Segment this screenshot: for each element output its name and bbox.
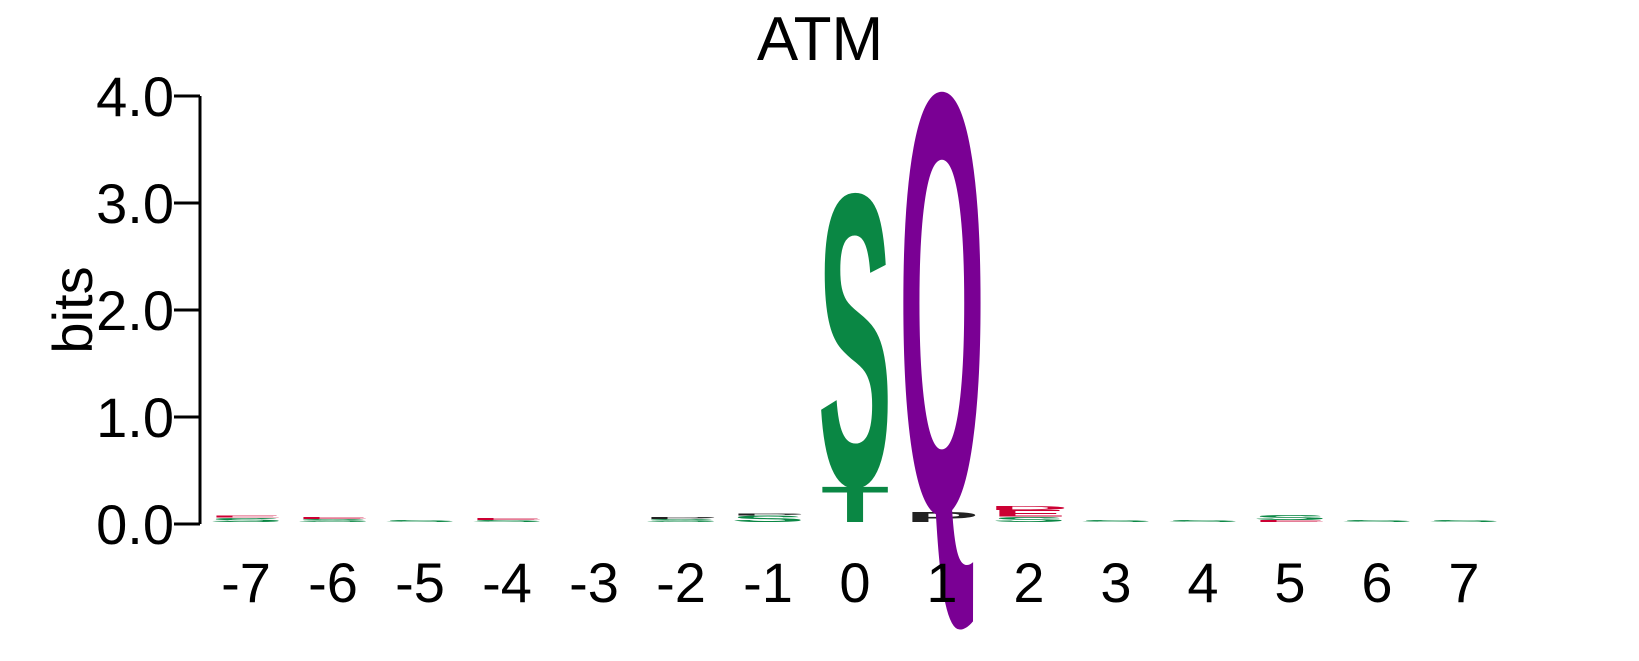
svg-text:S: S [1427, 519, 1501, 522]
svg-text:E: E [1253, 519, 1327, 522]
x-tick-label: 4 [1187, 551, 1218, 614]
x-axis: -7 -6 -5 -4 -3 -2 -1 0 1 2 3 4 5 6 7 [221, 551, 1479, 614]
x-tick-label: 2 [1013, 551, 1044, 614]
logo-letter-S: S [1427, 519, 1501, 522]
svg-text:S: S [644, 518, 718, 523]
logo-letter-S: S [383, 519, 457, 522]
logo-letter-S: S [818, 106, 892, 573]
logo-letter-S: S [209, 517, 283, 524]
x-tick-label: 5 [1274, 551, 1305, 614]
logo-letter-E: E [992, 509, 1066, 519]
x-tick-label: 1 [926, 551, 957, 614]
svg-text:P: P [731, 513, 805, 516]
svg-text:E: E [209, 515, 283, 518]
logo-letter-S: S [1166, 519, 1240, 522]
logo-letter-E: E [296, 516, 370, 519]
svg-text:D: D [989, 505, 1069, 512]
x-tick-label: -1 [743, 551, 793, 614]
svg-text:S: S [296, 518, 370, 523]
logo-letter-S: S [1340, 519, 1414, 522]
x-tick-label: 3 [1100, 551, 1131, 614]
x-tick-label: 7 [1448, 551, 1479, 614]
x-tick-label: 6 [1361, 551, 1392, 614]
svg-text:P: P [644, 516, 718, 519]
x-tick-label: -2 [656, 551, 706, 614]
svg-text:S: S [1253, 513, 1327, 521]
svg-text:S: S [470, 519, 544, 522]
logo-letter-E: E [470, 517, 544, 520]
svg-text:E: E [992, 509, 1066, 519]
y-tick-label: 1.0 [96, 386, 174, 449]
x-tick-label: -3 [569, 551, 619, 614]
svg-text:S: S [1340, 519, 1414, 522]
svg-text:T: T [821, 476, 889, 533]
logo-letter-S: S [296, 518, 370, 523]
y-tick-label: 0.0 [96, 493, 174, 556]
x-tick-label: -4 [482, 551, 532, 614]
svg-text:S: S [383, 519, 457, 522]
logo-letter-P: P [731, 513, 805, 516]
x-tick-label: -5 [395, 551, 445, 614]
logo-letter-T: T [821, 476, 889, 533]
y-tick-label: 4.0 [96, 65, 174, 128]
logo-letter-P: P [644, 516, 718, 519]
y-axis-label: bits [41, 266, 104, 353]
chart-title: ATM [757, 5, 883, 74]
x-tick-label: -6 [308, 551, 358, 614]
logo-letter-S: S [470, 519, 544, 522]
logo-letter-P: P [905, 509, 979, 525]
svg-text:S: S [731, 514, 805, 524]
logo-letter-E: E [209, 515, 283, 518]
y-tick-label: 2.0 [96, 279, 174, 342]
svg-text:S: S [1166, 519, 1240, 522]
svg-text:S: S [1079, 519, 1153, 522]
svg-text:S: S [992, 515, 1066, 523]
x-tick-label: -7 [221, 551, 271, 614]
x-tick-label: 0 [839, 551, 870, 614]
logo-letter-D: D [989, 505, 1069, 512]
svg-text:P: P [905, 509, 979, 525]
svg-text:E: E [470, 517, 544, 520]
logo-letter-S: S [992, 515, 1066, 523]
y-axis: 0.0 1.0 2.0 3.0 4.0 [96, 65, 202, 556]
svg-text:Q: Q [899, 0, 985, 639]
logo-letter-S: S [731, 514, 805, 524]
svg-text:S: S [818, 106, 892, 573]
logo-letter-S: S [1253, 513, 1327, 521]
logo-letter-S: S [1079, 519, 1153, 522]
logo-letter-S: S [644, 518, 718, 523]
y-tick-label: 3.0 [96, 172, 174, 235]
svg-text:E: E [296, 516, 370, 519]
logo-letter-Q: Q [899, 0, 985, 639]
svg-text:S: S [209, 517, 283, 524]
logo-letter-E: E [1253, 519, 1327, 522]
